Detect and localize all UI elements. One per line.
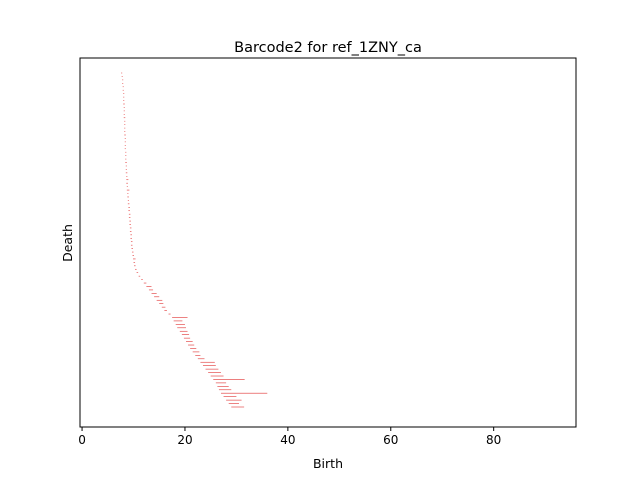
x-tick-label: 20 [177,433,192,447]
x-tick-label: 40 [280,433,295,447]
plot-frame [79,57,577,428]
chart-title: Barcode2 for ref_1ZNY_ca [234,40,422,56]
y-axis-label: Death [60,224,75,262]
x-axis-ticks: 0 20 40 60 80 [78,427,501,447]
x-tick-label: 80 [486,433,501,447]
x-tick-label: 0 [78,433,86,447]
x-tick-label: 60 [383,433,398,447]
x-axis-label: Birth [313,456,343,471]
bars-layer [121,72,268,408]
